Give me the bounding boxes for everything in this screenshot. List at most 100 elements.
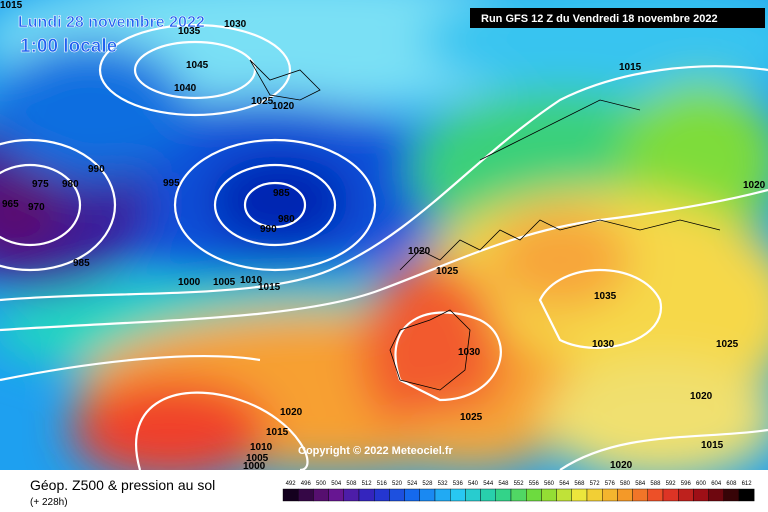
isobar-label: 1020 [408,246,431,257]
legend-label: 588 [650,481,661,487]
isobar-label: 965 [2,199,19,210]
legend-swatch [465,488,481,502]
isobar-labels: 1015 1030 1035 1045 1040 1025 1020 995 990 975 980… [0,0,766,472]
legend-label: 540 [468,481,479,487]
isobar-label: 1025 [251,96,274,107]
legend-label: 524 [407,481,418,487]
isobar-label: 1000 [243,461,266,472]
legend-swatch [632,488,648,502]
legend-swatch [617,488,633,502]
legend-label: 580 [620,481,631,487]
legend-swatch [571,488,588,502]
legend-swatch [313,488,329,502]
legend-label: 608 [726,481,737,487]
legend-label: 496 [301,481,312,487]
isobar-label: 1035 [594,291,617,302]
legend-swatch [678,488,694,502]
legend-swatch [374,488,390,502]
legend-label: 516 [377,481,388,487]
legend-label: 576 [605,481,616,487]
isobar-label: 1035 [178,26,201,37]
legend-swatch [526,488,542,502]
legend-label: 600 [696,481,707,487]
isobar-label: 1030 [224,19,247,30]
legend-swatch [495,488,512,502]
legend-swatch [708,488,724,502]
isobar-label: 1030 [592,339,615,350]
isobar-label: 985 [73,258,90,269]
legend-label: 512 [362,481,373,487]
legend-label: 592 [666,481,677,487]
isobar-label: 1040 [174,83,197,94]
legend-swatch [480,488,497,502]
legend-label: 508 [346,481,357,487]
legend-swatch [738,488,755,502]
legend-label: 500 [316,481,327,487]
legend-swatch [434,488,451,502]
legend-label: 572 [590,481,601,487]
legend-swatch [343,488,360,502]
legend-label: 548 [498,481,509,487]
legend-swatch [358,488,375,502]
legend-swatch [693,488,709,502]
legend-swatch [541,488,557,502]
run-box [470,8,765,28]
copyright: Copyright © 2022 Meteociel.fr [298,445,454,457]
time-label: 1:00 locale [20,36,117,57]
legend-label: 532 [438,481,449,487]
isobar-label: 1010 [240,275,263,286]
legend-label: 568 [574,481,585,487]
isobar-label: 990 [88,164,105,175]
isobar-label: 1020 [690,391,713,402]
isobar-label: 1015 [0,0,23,11]
legend-swatch [723,488,740,502]
isobar-label: 975 [32,179,49,190]
legend-swatch [586,488,603,502]
footer-title: Géop. Z500 & pression au sol [30,477,215,493]
legend-swatch [404,488,421,502]
legend-label: 612 [742,481,753,487]
isobar-label: 985 [273,188,290,199]
isobar-label: 1010 [250,442,273,453]
isobar-lines [0,23,768,470]
legend-swatch [298,488,314,502]
isobar-label: 1030 [458,347,481,358]
isobar-label: 995 [163,178,180,189]
isobar-label: 1015 [258,282,281,293]
legend-swatch [389,488,405,502]
isobar-label: 1000 [178,277,201,288]
legend-swatch [328,488,345,502]
legend-label: 504 [331,481,342,487]
isobar-label: 1015 [701,440,724,451]
legend-swatch [419,488,436,502]
legend-swatch [556,488,572,502]
isobar-label: 1025 [436,266,459,277]
isobar-label: 980 [278,214,295,225]
isobar-label: 1005 [213,277,236,288]
isobar-label: 1045 [186,60,209,71]
isobar-label: 990 [260,224,277,235]
legend-label: 536 [453,481,464,487]
color-legend: 492 496 500 504 508 512 516 520 524 528 532 536 540 5… [282,481,755,502]
legend-label: 564 [559,481,570,487]
isobar-label: 1015 [619,62,642,73]
isobar-label: 1005 [246,453,269,464]
legend-label: 596 [681,481,692,487]
legend-swatch [450,488,466,502]
legend-label: 584 [635,481,646,487]
isobar-label: 1020 [743,180,766,191]
legend-label: 520 [392,481,403,487]
map-field [0,0,768,470]
coastlines [249,59,721,391]
legend-label: 544 [483,481,494,487]
legend-label: 560 [544,481,555,487]
legend-swatch [510,488,527,502]
isobar-label: 1020 [610,460,633,471]
isobar-label: 980 [62,179,79,190]
isobar-label: 970 [28,202,45,213]
legend-label: 604 [711,481,722,487]
legend-label: 556 [529,481,540,487]
footer-lead: (+ 228h) [30,497,68,508]
legend-swatch [662,488,679,502]
